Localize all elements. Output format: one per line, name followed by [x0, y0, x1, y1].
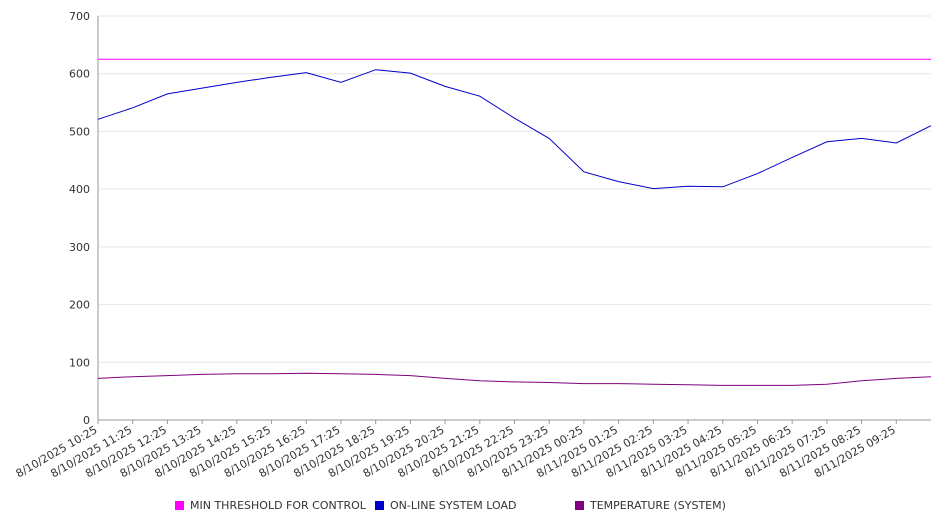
y-tick-label: 100 — [69, 356, 90, 369]
legend-item-min-threshold[interactable]: MIN THRESHOLD FOR CONTROL — [175, 499, 366, 512]
legend-label-system-load: ON-LINE SYSTEM LOAD — [390, 499, 517, 512]
y-tick-label: 500 — [69, 125, 90, 138]
legend-label-temperature: TEMPERATURE (SYSTEM) — [590, 499, 726, 512]
legend-swatch-min-threshold — [175, 501, 184, 510]
series-lines — [97, 58, 932, 386]
series-line-1 — [97, 69, 932, 190]
legend-swatch-system-load — [375, 501, 384, 510]
x-axis: 8/10/2025 10:258/10/2025 11:258/10/2025 … — [14, 420, 898, 480]
y-tick-label: 600 — [69, 68, 90, 81]
y-tick-label: 0 — [83, 414, 90, 427]
y-tick-label: 700 — [69, 10, 90, 23]
y-tick-label: 300 — [69, 241, 90, 254]
grid-lines — [98, 15, 931, 421]
legend-label-min-threshold: MIN THRESHOLD FOR CONTROL — [190, 499, 366, 512]
y-tick-label: 400 — [69, 183, 90, 196]
y-axis: 0 100 200 300 400 500 600 700 — [69, 10, 99, 427]
y-tick-label: 200 — [69, 299, 90, 312]
legend-item-temperature[interactable]: TEMPERATURE (SYSTEM) — [575, 499, 726, 512]
series-line-2 — [97, 372, 932, 386]
line-chart: 0 100 200 300 400 500 600 700 8/10/2025 10:258/… — [14, 10, 932, 480]
legend: MIN THRESHOLD FOR CONTROL ON-LINE SYSTEM… — [0, 497, 946, 515]
legend-swatch-temperature — [575, 501, 584, 510]
legend-item-system-load[interactable]: ON-LINE SYSTEM LOAD — [375, 499, 516, 512]
